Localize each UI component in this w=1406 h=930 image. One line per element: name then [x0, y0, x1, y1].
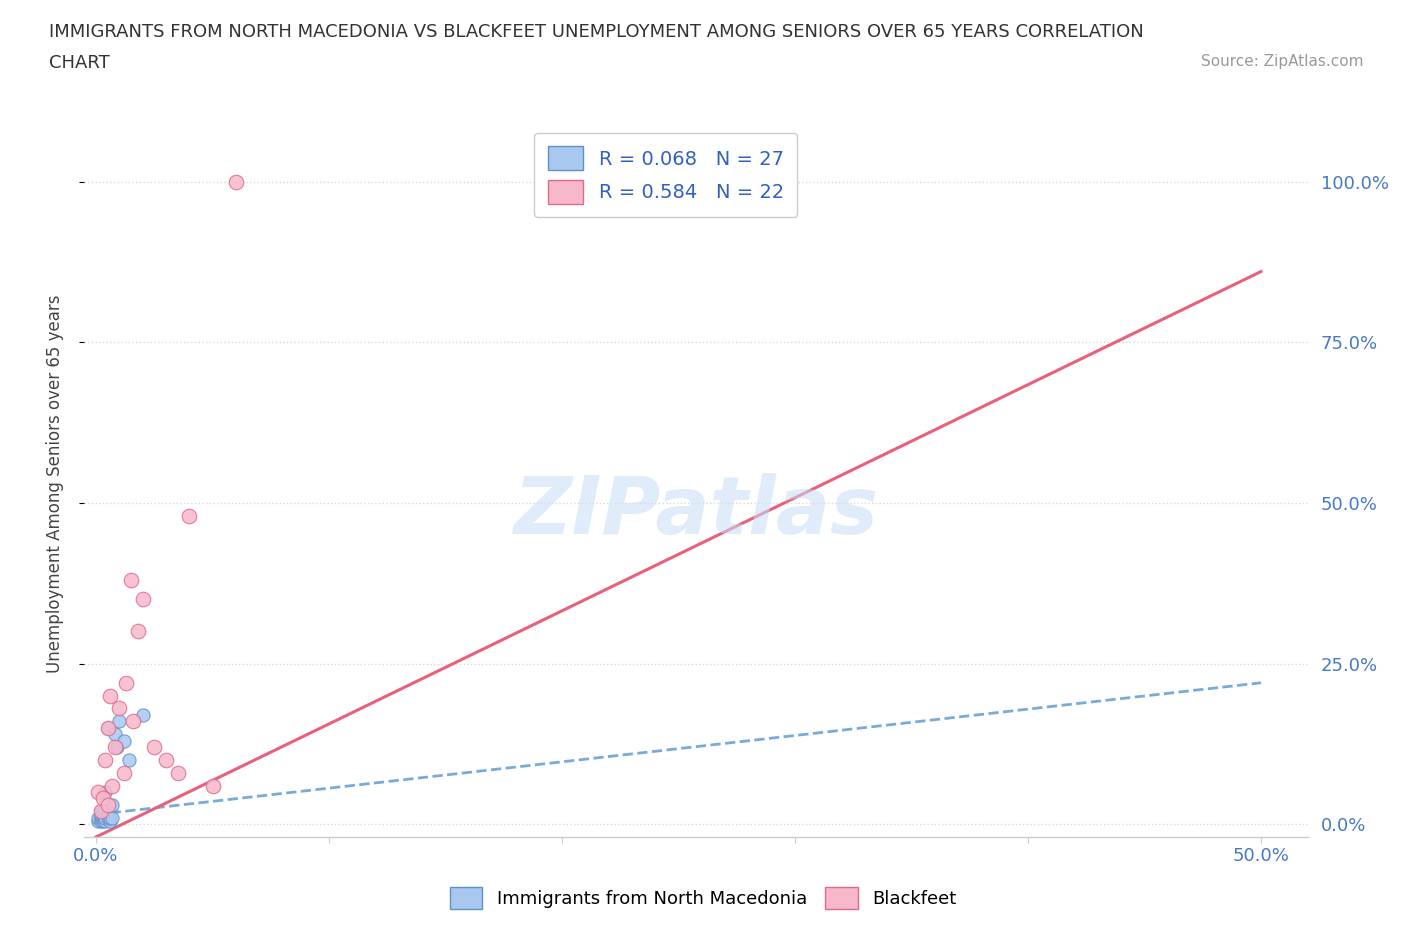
Point — [94, 814, 117, 829]
Text: IMMIGRANTS FROM NORTH MACEDONIA VS BLACKFEET UNEMPLOYMENT AMONG SENIORS OVER 65 : IMMIGRANTS FROM NORTH MACEDONIA VS BLACK… — [49, 23, 1144, 41]
Point — [91, 810, 114, 825]
Point — [112, 733, 135, 748]
Point — [101, 797, 124, 812]
Point — [104, 739, 127, 754]
Point — [122, 714, 145, 729]
Point — [97, 721, 120, 736]
Point — [131, 591, 153, 606]
Point — [97, 810, 120, 825]
Text: Source: ZipAtlas.com: Source: ZipAtlas.com — [1201, 54, 1364, 69]
Point — [87, 814, 110, 829]
Text: ZIPatlas: ZIPatlas — [513, 472, 879, 551]
Point — [94, 810, 117, 825]
Point — [91, 814, 114, 829]
Point — [90, 804, 112, 818]
Point — [90, 814, 112, 829]
Point — [166, 765, 188, 780]
Point — [201, 778, 224, 793]
Point — [112, 765, 135, 780]
Point — [108, 714, 131, 729]
Point — [104, 726, 127, 741]
Point — [94, 752, 117, 767]
Y-axis label: Unemployment Among Seniors over 65 years: Unemployment Among Seniors over 65 years — [45, 295, 63, 672]
Point — [127, 624, 149, 639]
Point — [98, 810, 121, 825]
Point — [97, 797, 120, 812]
Point — [179, 509, 201, 524]
Point — [91, 791, 114, 806]
Legend: Immigrants from North Macedonia, Blackfeet: Immigrants from North Macedonia, Blackfe… — [443, 880, 963, 916]
Point — [155, 752, 177, 767]
Point — [225, 174, 247, 189]
Point — [91, 804, 114, 818]
Point — [101, 810, 124, 825]
Point — [94, 804, 117, 818]
Point — [101, 778, 124, 793]
Point — [97, 721, 120, 736]
Point — [117, 752, 139, 767]
Point — [90, 810, 112, 825]
Point — [90, 804, 112, 818]
Point — [108, 701, 131, 716]
Point — [91, 807, 114, 822]
Point — [87, 810, 110, 825]
Point — [98, 688, 121, 703]
Point — [97, 804, 120, 818]
Text: CHART: CHART — [49, 54, 110, 72]
Point — [105, 739, 128, 754]
Point — [90, 807, 112, 822]
Point — [143, 739, 166, 754]
Point — [94, 785, 117, 800]
Point — [115, 675, 138, 690]
Point — [131, 708, 153, 723]
Point — [120, 573, 142, 588]
Point — [87, 785, 110, 800]
Legend: R = 0.068   N = 27, R = 0.584   N = 22: R = 0.068 N = 27, R = 0.584 N = 22 — [534, 133, 797, 218]
Point — [98, 814, 121, 829]
